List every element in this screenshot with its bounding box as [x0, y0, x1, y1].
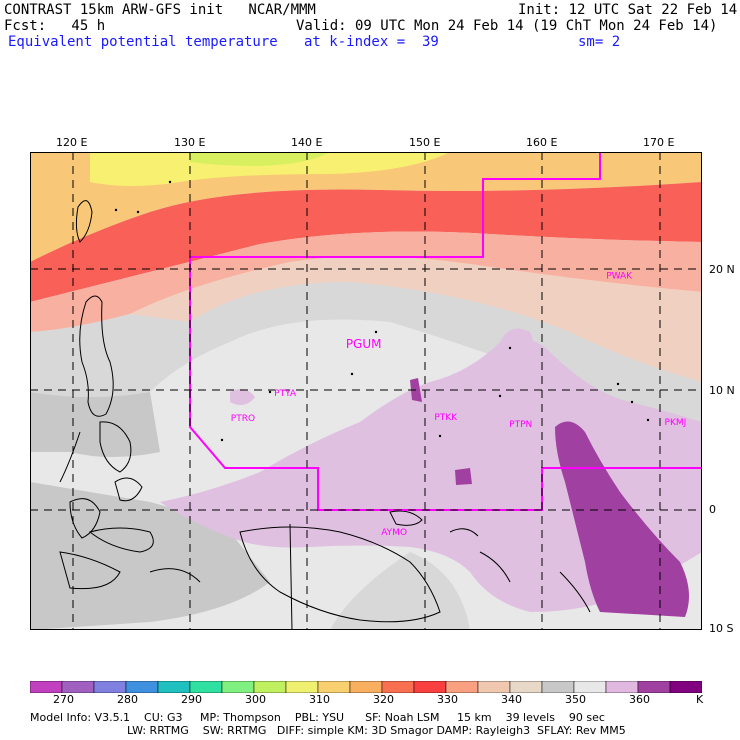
field-name: Equivalent potential temperature: [8, 34, 278, 50]
colorbar-tick-label: 280: [117, 693, 138, 706]
colorbar-tick-label: 330: [437, 693, 458, 706]
station-ptya: PTYA: [274, 389, 297, 399]
colorbar-tick-label: 350: [565, 693, 586, 706]
colorbar-tick-label: 360: [629, 693, 650, 706]
lat-label-10n: 10 N: [709, 384, 735, 397]
theta-e-bands: [30, 152, 702, 630]
colorbar-tick-label: 310: [309, 693, 330, 706]
theta-e-map: PWAK PGUM PTYA PTRO PTKK PTPN PKMJ AYMO: [30, 152, 702, 630]
k-index: at k-index = 39: [304, 34, 439, 50]
station-ptpn: PTPN: [509, 420, 532, 430]
colorbar-swatch: [669, 681, 702, 693]
lon-label-140: 140 E: [291, 136, 323, 149]
lat-label-10s: 10 S: [709, 622, 734, 635]
model-info-line2: LW: RRTMG SW: RRTMG DIFF: simple KM: 3D …: [127, 724, 626, 737]
colorbar-tick-label: 320: [373, 693, 394, 706]
colorbar-tick-label: 340: [501, 693, 522, 706]
lon-label-130: 130 E: [174, 136, 206, 149]
map-frame: [30, 152, 702, 630]
station-aymo: AYMO: [381, 528, 407, 538]
colorbar-swatch: [541, 681, 575, 693]
colorbar-swatch: [93, 681, 127, 693]
colorbar-tick-label: 290: [181, 693, 202, 706]
colorbar-swatch: [605, 681, 639, 693]
colorbar-swatch: [637, 681, 671, 693]
station-pkmj: PKMJ: [665, 418, 687, 428]
lon-label-150: 150 E: [409, 136, 441, 149]
lat-label-20n: 20 N: [709, 263, 735, 276]
init-time: Init: 12 UTC Sat 22 Feb 14: [518, 2, 738, 18]
colorbar-swatch: [477, 681, 511, 693]
colorbar-swatch: [125, 681, 159, 693]
colorbar-swatch: [445, 681, 479, 693]
lon-label-160: 160 E: [526, 136, 558, 149]
colorbar-swatch: [317, 681, 351, 693]
colorbar-tick-label: 270: [53, 693, 74, 706]
station-pgum: PGUM: [346, 337, 382, 351]
lon-label-120: 120 E: [56, 136, 88, 149]
colorbar-swatch: [381, 681, 415, 693]
header-title: CONTRAST 15km ARW-GFS init NCAR/MMM: [4, 2, 316, 18]
colorbar: [30, 681, 702, 693]
island-dots: [114, 180, 650, 442]
colorbar-swatch: [221, 681, 255, 693]
colorbar-tick-label: K: [696, 693, 704, 706]
model-info-line1: Model Info: V3.5.1 CU: G3 MP: Thompson P…: [30, 711, 605, 724]
station-labels: PWAK PGUM PTYA PTRO PTKK PTPN PKMJ AYMO: [231, 271, 686, 538]
station-ptro: PTRO: [231, 414, 255, 424]
station-ptkk: PTKK: [434, 413, 458, 423]
colorbar-swatch: [413, 681, 447, 693]
lat-label-0: 0: [709, 503, 716, 516]
valid-time: Valid: 09 UTC Mon 24 Feb 14 (19 ChT Mon …: [296, 18, 718, 34]
colorbar-tick-label: 300: [245, 693, 266, 706]
station-pwak: PWAK: [606, 271, 633, 281]
colorbar-swatch: [509, 681, 543, 693]
lon-label-170: 170 E: [643, 136, 675, 149]
colorbar-swatch: [573, 681, 607, 693]
lat-lon-grid: [30, 152, 702, 630]
smoothing: sm= 2: [578, 34, 621, 50]
forecast-hour: Fcst: 45 h: [4, 18, 106, 34]
colorbar-swatch: [189, 681, 223, 693]
colorbar-swatch: [253, 681, 287, 693]
colorbar-swatch: [30, 681, 63, 693]
colorbar-swatch: [285, 681, 319, 693]
coastlines: [59, 200, 591, 630]
theta-e-high-areas: [160, 328, 702, 617]
colorbar-swatch: [61, 681, 95, 693]
colorbar-swatch: [157, 681, 191, 693]
colorbar-swatch: [349, 681, 383, 693]
